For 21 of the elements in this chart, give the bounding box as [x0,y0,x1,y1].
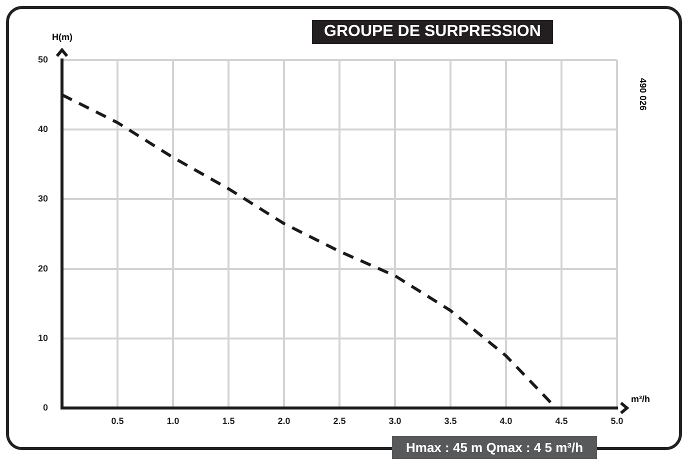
y-tick-label: 50 [38,54,48,64]
x-tick-label: 1.0 [166,416,180,426]
x-tick-label: 5.0 [610,416,624,426]
x-tick-label: 1.5 [222,416,235,426]
chart-title: GROUPE DE SURPRESSION [312,20,553,44]
x-tick-label: 2.0 [278,416,290,426]
text: 490 026 [638,78,648,111]
y-tick-label: 10 [38,332,48,343]
x-tick-label: 3.5 [444,416,457,426]
y-tick-label: 0 [42,402,48,412]
x-tick-label: 0.5 [111,416,124,426]
x-axis-title: m³/h [631,394,650,404]
y-tick-label: 40 [38,124,48,134]
x-tick-label: 2.5 [333,416,346,426]
x-tick-label: 4.0 [500,416,512,426]
x-tick-label: 3.0 [388,416,402,426]
y-tick-label: 30 [38,194,48,204]
y-axis-title: H(m) [52,32,72,42]
x-tick-label: 4.5 [555,416,568,426]
text: Hmax : 45 m Qmax : 4 5 m³/h [392,436,598,459]
y-tick-label: 20 [38,263,48,274]
